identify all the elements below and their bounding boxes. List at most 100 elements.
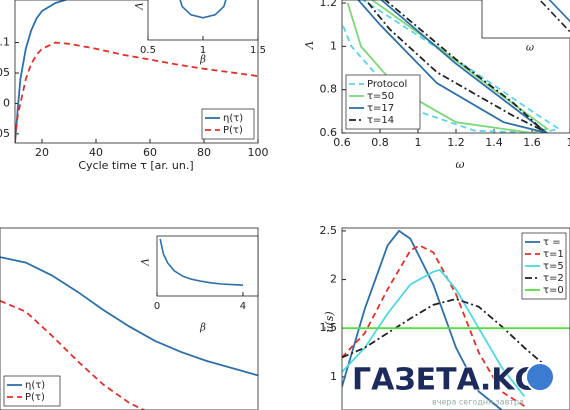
y-tick-label: 2	[330, 273, 337, 286]
inset-background	[157, 236, 258, 296]
plot-area	[179, 0, 227, 19]
x-tick-label: 60	[143, 146, 157, 159]
axes-frame	[341, 227, 570, 410]
legend-label: τ=1	[543, 249, 564, 260]
series-line	[15, 0, 69, 143]
axes-frame	[156, 235, 259, 297]
x-tick-label: 80	[197, 146, 211, 159]
x-tick-label: 0.8	[371, 136, 389, 149]
series-line	[342, 268, 526, 397]
inset-background	[148, 0, 258, 40]
x-axis-label: ω	[456, 158, 465, 171]
panel: 20 40 60 80 100 .1 05 0 05 Cycle time τ [ar. un.]…	[0, 0, 269, 172]
plot-area	[0, 256, 258, 410]
plot-area	[538, 0, 570, 33]
plot-area	[342, 0, 561, 133]
x-axis-label: β	[199, 55, 206, 66]
panel: 0.6 0.8 1 1.2 1.4 1.6 1 0.6 0.8 1 1.2 ω Λ Protocolτ=5…	[303, 0, 570, 171]
axes-frame	[341, 0, 570, 134]
x-tick-label: 1	[567, 136, 570, 149]
panel: η(τ)P(τ) 0 4 β Λ	[0, 227, 259, 410]
y-tick-label: 2.5	[320, 224, 338, 237]
legend: η(τ)P(τ)	[3, 375, 61, 407]
x-tick-label: 40	[89, 146, 103, 159]
panel: 1 1.5 2 2.5 ū(s) τ =τ=1τ=5τ=2τ=0	[320, 224, 570, 410]
axes-frame	[147, 0, 259, 41]
x-tick-label: 1.6	[523, 136, 541, 149]
inset: 0 4 β Λ	[141, 235, 259, 334]
plot-area	[342, 229, 570, 410]
y-axis-label: Λ	[303, 41, 316, 50]
y-axis-label: Λ	[135, 2, 146, 10]
series-line	[0, 299, 146, 410]
inset-background	[482, 0, 570, 38]
y-tick-label: .1	[0, 36, 10, 49]
x-tick-label: 0.6	[333, 136, 351, 149]
plot-area	[15, 0, 258, 143]
legend-label: η(τ)	[25, 380, 45, 391]
x-tick-label: 1	[200, 45, 206, 56]
legend-label: Protocol	[367, 79, 407, 90]
legend-label: τ=14	[367, 115, 394, 126]
x-tick-label: 0	[154, 301, 160, 312]
legend-label: τ=0	[543, 285, 564, 296]
y-axis-label: ū(s)	[323, 311, 336, 332]
legend-box	[345, 74, 421, 130]
series-line	[357, 0, 548, 133]
y-tick-label: 1.5	[320, 321, 338, 334]
y-axis-label: Λ	[141, 258, 152, 266]
series-line	[159, 238, 244, 286]
legend-label: P(τ)	[223, 125, 243, 136]
y-tick-label: 0.8	[320, 83, 338, 96]
legend: η(τ)P(τ)	[201, 108, 255, 140]
axes-frame	[0, 227, 259, 410]
legend-label: τ=17	[367, 103, 394, 114]
y-tick-label: 1	[330, 370, 337, 383]
axes-frame	[481, 0, 570, 39]
x-tick-label: 0.5	[140, 45, 156, 56]
y-tick-label: 1	[330, 39, 337, 52]
x-axis-label: ω	[526, 43, 534, 54]
x-tick-label: 4	[240, 301, 246, 312]
series-line	[342, 244, 525, 407]
x-tick-label: 20	[35, 146, 49, 159]
series-line	[346, 0, 550, 133]
watermark-text: ГАЗЕТА.KG	[352, 363, 539, 398]
y-tick-label: 0.6	[320, 126, 338, 139]
plot-area	[159, 238, 244, 286]
y-tick-label: 05	[0, 127, 10, 140]
series-line	[342, 229, 503, 410]
x-axis-label: Cycle time τ [ar. un.]	[78, 159, 193, 172]
legend-label: τ=50	[367, 91, 394, 102]
x-tick-label: 1.2	[447, 136, 465, 149]
x-tick-label: 1.4	[485, 136, 503, 149]
legend-label: τ=2	[543, 273, 564, 284]
legend-label: τ=5	[543, 261, 564, 272]
watermark-tagline: вчера сегодня завтра	[432, 398, 524, 407]
legend-box	[3, 375, 61, 407]
series-line	[548, 0, 570, 23]
inset: ω	[481, 0, 570, 54]
x-tick-label: 100	[248, 146, 269, 159]
series-line	[364, 0, 545, 132]
y-tick-label: 05	[0, 66, 10, 79]
y-tick-label: 0	[3, 96, 10, 109]
watermark: ГАЗЕТА.KG вчера сегодня завтра	[351, 362, 555, 407]
x-tick-label: 1.5	[250, 45, 266, 56]
inset: 0.5 1 1.5 β Λ	[135, 0, 266, 66]
legend: τ =τ=1τ=5τ=2τ=0	[521, 232, 567, 300]
x-axis-label: β	[199, 323, 206, 334]
legend-box	[201, 108, 255, 140]
legend-label: τ =	[543, 237, 561, 248]
legend-label: P(τ)	[25, 392, 45, 403]
axes-frame	[14, 0, 259, 144]
x-tick-label: 1	[415, 136, 422, 149]
y-tick-label: 1.2	[320, 0, 338, 9]
series-line	[179, 0, 227, 19]
legend-label: η(τ)	[223, 113, 243, 124]
watermark-globe	[525, 362, 555, 392]
series-line	[0, 256, 258, 377]
series-line	[342, 298, 548, 368]
